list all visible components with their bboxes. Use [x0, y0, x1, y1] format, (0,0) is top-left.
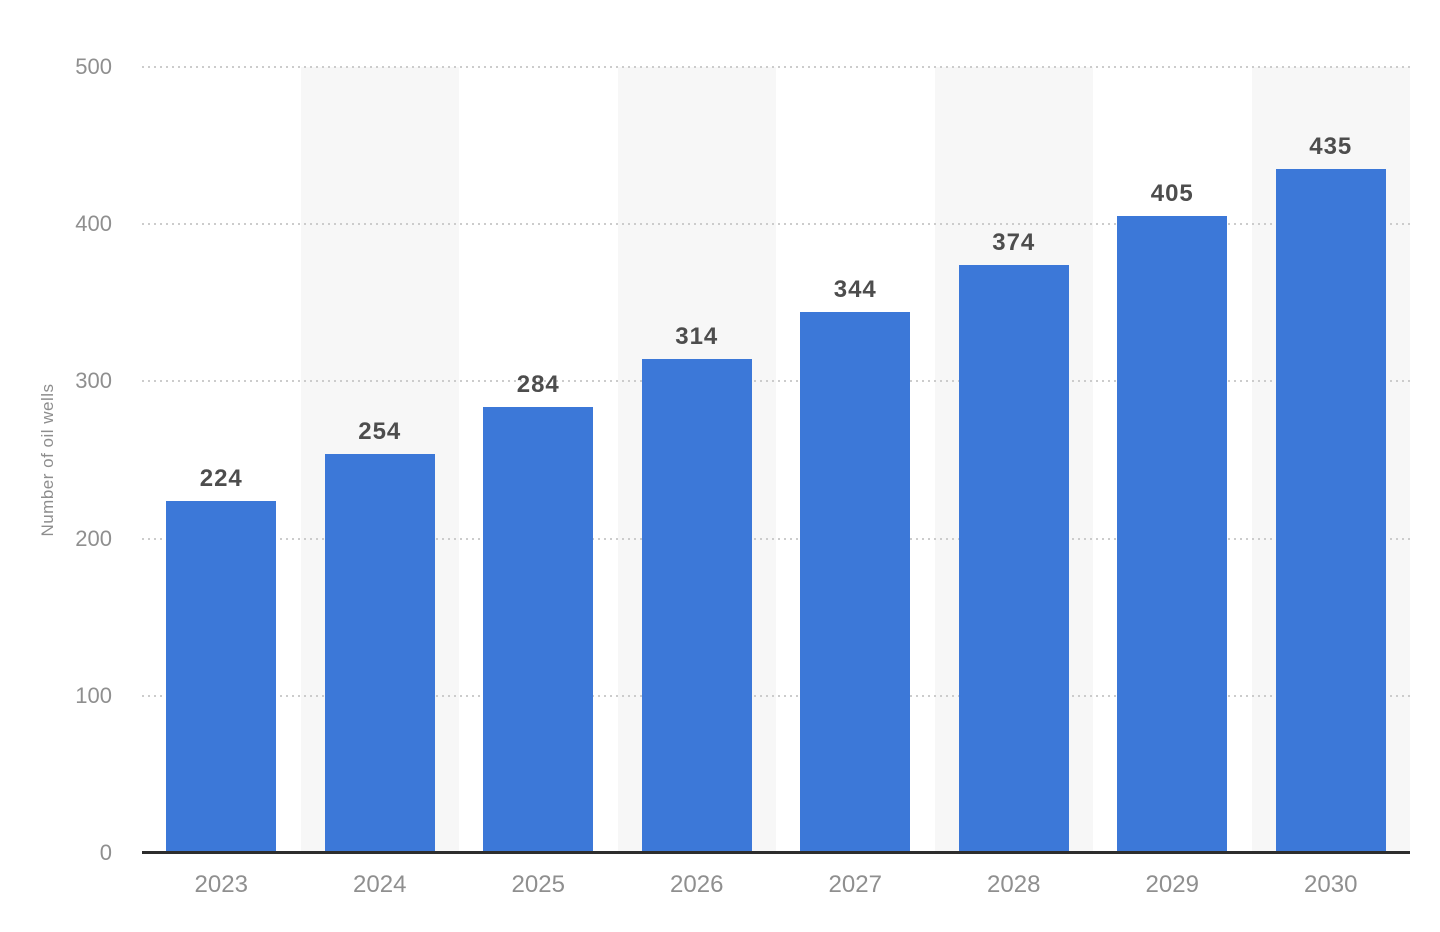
bar-2023[interactable]	[166, 500, 277, 853]
value-label-2029: 405	[1150, 180, 1194, 208]
value-label-2026: 314	[675, 323, 719, 351]
value-label-2030: 435	[1309, 133, 1353, 161]
x-tick-label-2023: 2023	[194, 871, 248, 898]
x-tick-label-2025: 2025	[511, 871, 565, 898]
x-tick-label-2026: 2026	[670, 871, 724, 898]
x-tick-label-2029: 2029	[1145, 871, 1199, 898]
bar-2026[interactable]	[641, 359, 752, 853]
y-tick-label-300: 300	[75, 368, 112, 394]
y-tick-label-0: 0	[99, 840, 112, 865]
y-tick-label-100: 100	[75, 682, 112, 708]
value-label-2023: 224	[199, 464, 243, 492]
y-tick-label-400: 400	[75, 211, 112, 237]
x-tick-label-2027: 2027	[828, 871, 882, 898]
value-label-2028: 374	[992, 229, 1036, 257]
bar-2030[interactable]	[1275, 169, 1386, 853]
x-tick-label-2024: 2024	[353, 871, 407, 898]
x-tick-label-2028: 2028	[987, 871, 1041, 898]
value-label-2024: 254	[358, 417, 402, 445]
y-tick-label-200: 200	[75, 525, 112, 551]
y-tick-label-500: 500	[75, 54, 112, 79]
y-axis-title: Number of oil wells	[38, 383, 57, 537]
gridline-300	[142, 380, 1410, 383]
gridline-500	[142, 66, 1410, 68]
gridline-400	[142, 223, 1410, 226]
bar-2024[interactable]	[324, 453, 435, 853]
value-label-2025: 284	[516, 370, 560, 398]
bar-2025[interactable]	[483, 406, 594, 853]
x-axis-line	[142, 851, 1410, 854]
gridline-100	[142, 694, 1410, 697]
bar-2027[interactable]	[800, 312, 911, 853]
bar-2029[interactable]	[1117, 216, 1228, 853]
bar-2028[interactable]	[958, 265, 1069, 853]
gridline-200	[142, 537, 1410, 540]
x-tick-label-2030: 2030	[1304, 871, 1358, 898]
value-label-2027: 344	[833, 276, 877, 304]
